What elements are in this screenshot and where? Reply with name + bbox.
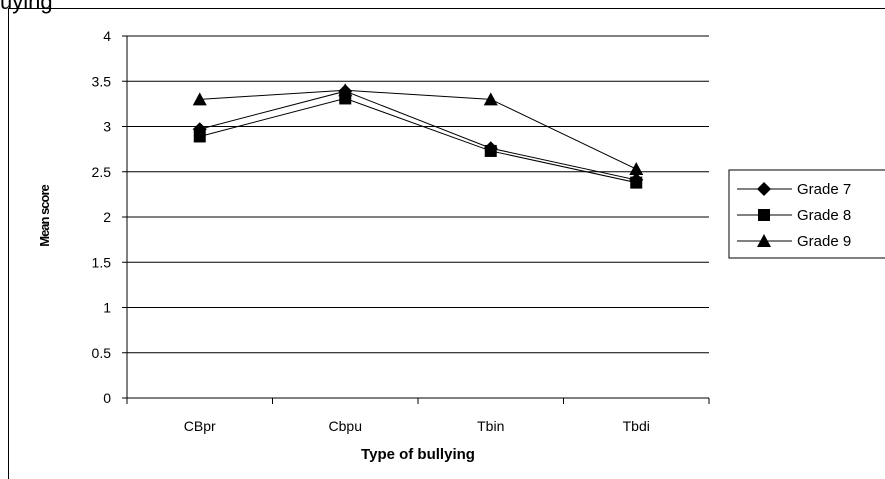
series-line	[199, 97, 637, 184]
data-point	[338, 83, 353, 97]
data-point	[484, 144, 497, 157]
y-axis-title: Mean score	[37, 184, 52, 246]
data-point	[192, 92, 207, 106]
x-tick-label: CBpr	[184, 418, 216, 434]
y-tick-label: 2.5	[92, 164, 112, 180]
legend: Grade 7 Grade 8 Grade 9	[728, 169, 885, 259]
legend-marker	[757, 234, 771, 247]
data-point	[629, 162, 644, 176]
legend-label: Grade 9	[797, 233, 851, 250]
series-grade-8	[193, 92, 643, 189]
y-tick-label: 1.5	[92, 254, 112, 270]
data-point	[483, 92, 498, 106]
y-tick-label: 3	[103, 119, 111, 135]
series-line	[199, 89, 637, 170]
legend-marker	[757, 182, 771, 196]
chart-frame	[8, 8, 885, 479]
y-tick-label: 3.5	[92, 73, 112, 89]
legend-box	[728, 169, 885, 259]
legend-marker	[758, 209, 770, 221]
y-tick-label: 4	[103, 28, 111, 44]
series-grade-9	[192, 83, 644, 176]
data-point	[193, 130, 206, 143]
series-line	[199, 90, 637, 181]
x-tick-label: Tbin	[477, 418, 504, 434]
x-tick-label: Cbpu	[329, 418, 362, 434]
gridlines	[127, 35, 709, 354]
x-axis-title: Type of bullying	[361, 446, 475, 463]
axes: 0 0.5 1 1.5 2 2.5 3 3.5 4 CBpr Cbpu Tbin Tbdi	[92, 28, 710, 434]
legend-label: Grade 7	[797, 181, 851, 198]
x-tick-label: Tbdi	[623, 418, 650, 434]
series-layer	[192, 83, 644, 189]
legend-label: Grade 8	[797, 207, 851, 224]
y-tick-label: 0.5	[92, 345, 112, 361]
y-tick-label: 2	[103, 209, 111, 225]
top-caption: uylng	[0, 0, 53, 14]
y-tick-label: 0	[103, 390, 111, 406]
y-tick-label: 1	[103, 300, 111, 316]
data-point	[630, 176, 643, 189]
